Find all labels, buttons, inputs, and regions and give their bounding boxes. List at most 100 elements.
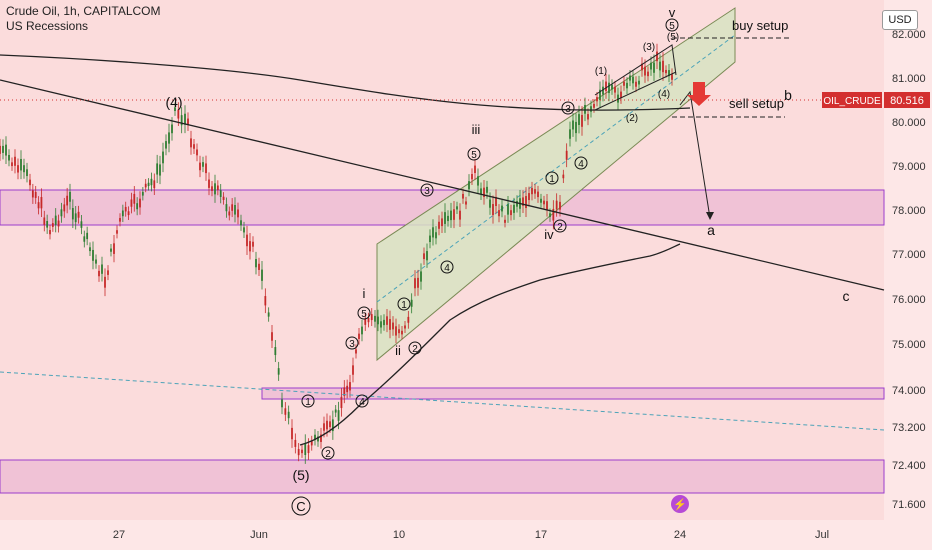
projection-arrowhead (706, 212, 714, 220)
candle-body (202, 162, 204, 167)
candle-body (43, 217, 46, 225)
y-tick: 73.200 (892, 422, 926, 434)
sell-arrow (687, 82, 711, 106)
candle-body (51, 223, 54, 227)
candle-body (86, 232, 89, 240)
candle-body (426, 251, 428, 261)
candle-body (147, 182, 150, 187)
wave-label: 2 (557, 222, 563, 233)
candle-body (513, 204, 515, 213)
candle-body (504, 219, 506, 223)
candle-body (60, 209, 63, 217)
candle-body (92, 249, 94, 261)
candle-body (629, 75, 631, 81)
wave-label: ii (395, 343, 401, 358)
y-tick: 72.400 (892, 460, 926, 472)
y-tick: 81.000 (892, 73, 926, 85)
candle-body (507, 204, 509, 215)
candle-body (380, 321, 382, 328)
y-tick: 71.600 (892, 499, 926, 511)
wave-label: 3 (349, 339, 355, 350)
candle-body (26, 169, 28, 177)
candle-body (95, 259, 97, 264)
candle-body (69, 191, 71, 202)
candle-body (196, 149, 198, 156)
wave-label: b (784, 87, 792, 103)
candle-body (326, 420, 328, 430)
wave-label: a (707, 222, 715, 238)
projection-path (679, 90, 711, 219)
candle-body (180, 115, 183, 126)
candle-body (516, 201, 518, 207)
candle-body (617, 94, 619, 103)
candle-body (395, 326, 397, 336)
trendline-dashed (0, 371, 885, 431)
chart-title: Crude Oil, 1h, CAPITALCOM (6, 4, 161, 18)
candle-body (626, 82, 628, 89)
candle-body (474, 165, 476, 174)
candle-body (153, 180, 156, 189)
wave-label: (4) (658, 89, 670, 100)
candle-body (54, 215, 57, 225)
candle-body (150, 178, 153, 186)
candle-body (77, 211, 80, 218)
candle-body (304, 443, 307, 456)
chart-header: Crude Oil, 1h, CAPITALCOM US Recessions (6, 4, 161, 34)
wave-label: (2) (626, 113, 638, 124)
candle-body (501, 205, 503, 212)
candle-body (228, 211, 231, 216)
sell-setup-label: sell setup (729, 96, 784, 111)
lightning-icon[interactable] (671, 495, 689, 513)
candle-body (294, 439, 297, 447)
candle-body (281, 399, 283, 408)
candle-body (127, 211, 130, 216)
candle-body (274, 347, 277, 356)
currency-button[interactable]: USD (882, 10, 918, 30)
candle-body (57, 220, 60, 227)
y-tick: 79.000 (892, 161, 926, 173)
candle-body (562, 174, 565, 179)
candle-body (130, 199, 133, 207)
candle-body (346, 385, 349, 393)
candle-body (165, 141, 167, 149)
y-tick: 82.000 (892, 29, 926, 41)
candle-body (420, 271, 422, 282)
candle-body (614, 86, 616, 93)
wave-label: 1 (401, 300, 407, 311)
wave-label: 5 (669, 21, 675, 32)
candle-body (83, 236, 86, 242)
candle-body (11, 162, 13, 167)
candle-body (187, 118, 189, 125)
candle-body (0, 145, 1, 154)
candle-body (258, 263, 260, 270)
candle-body (110, 248, 112, 252)
candle-body (602, 86, 604, 95)
candle-body (656, 51, 658, 62)
candle-body (37, 202, 40, 209)
candle-body (498, 210, 500, 217)
candle-body (662, 60, 664, 73)
candle-body (190, 138, 192, 148)
wave-label: (5) (667, 32, 679, 43)
candle-body (29, 179, 31, 186)
wedge-upper (594, 44, 677, 96)
candle-body (177, 109, 180, 119)
candle-body (471, 174, 473, 180)
candle-body (537, 191, 539, 198)
candle-body (331, 419, 334, 432)
candle-body (417, 277, 419, 288)
candle-body (121, 210, 124, 217)
wave-label: 4 (359, 397, 365, 408)
candle-body (355, 349, 357, 354)
candle-body (271, 332, 273, 341)
ma-long-curve (0, 54, 691, 111)
candle-body (522, 197, 524, 206)
candle-body (14, 156, 16, 166)
candle-body (477, 176, 479, 186)
circled-labels: 1 2 3 4 5 1 2 3 4 5 1 2 3 4 5 (301, 18, 679, 460)
candle-body (156, 163, 159, 175)
candle-body (352, 365, 354, 375)
wave-label: 5 (361, 309, 367, 320)
wave-label: 1 (305, 397, 311, 408)
